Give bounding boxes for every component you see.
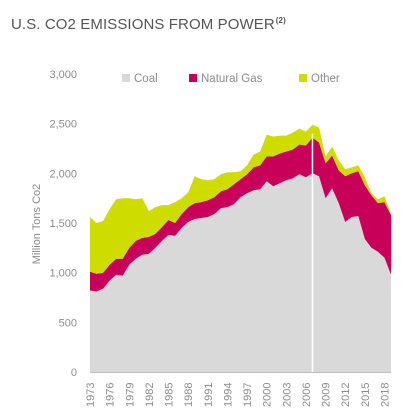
x-tick-label: 1991 (203, 383, 215, 407)
legend-label-natural-gas: Natural Gas (201, 73, 263, 85)
area-coal (90, 173, 391, 372)
x-tick-label: 1997 (242, 383, 254, 407)
x-tick-label: 1982 (144, 383, 156, 407)
x-tick-label: 2000 (262, 383, 274, 407)
chart-title-text: U.S. CO2 EMISSIONS FROM POWER (11, 16, 275, 33)
y-tick-label: 2,500 (49, 119, 77, 131)
legend-swatch-natural-gas (189, 74, 197, 82)
x-tick-label: 2009 (321, 383, 333, 407)
y-tick-label: 2,000 (49, 168, 77, 180)
x-tick-label: 1973 (85, 383, 97, 407)
legend-swatch-other (299, 74, 307, 82)
x-tick-label: 2018 (379, 383, 391, 407)
x-tick-label: 1979 (124, 383, 136, 407)
y-axis-label: Million Tons Co2 (31, 184, 43, 265)
x-tick-label: 1976 (105, 383, 117, 407)
y-tick-label: 1,500 (49, 218, 77, 230)
legend-swatch-coal (122, 74, 130, 82)
y-tick-label: 0 (71, 367, 77, 379)
legend-label-other: Other (311, 73, 340, 85)
legend-label-coal: Coal (134, 73, 158, 85)
chart-title: U.S. CO2 EMISSIONS FROM POWER(2) (11, 16, 286, 33)
x-tick-label: 2012 (340, 383, 352, 407)
y-tick-label: 1,000 (49, 268, 77, 280)
chart-title-superscript: (2) (275, 16, 286, 25)
x-tick-label: 1988 (183, 383, 195, 407)
y-tick-label: 500 (59, 317, 77, 329)
x-tick-label: 1985 (164, 383, 176, 407)
x-tick-label: 1994 (222, 383, 234, 407)
x-tick-label: 2003 (281, 383, 293, 407)
x-tick-label: 2015 (360, 383, 372, 407)
y-tick-label: 3,000 (49, 69, 77, 81)
x-tick-label: 2006 (301, 383, 313, 407)
